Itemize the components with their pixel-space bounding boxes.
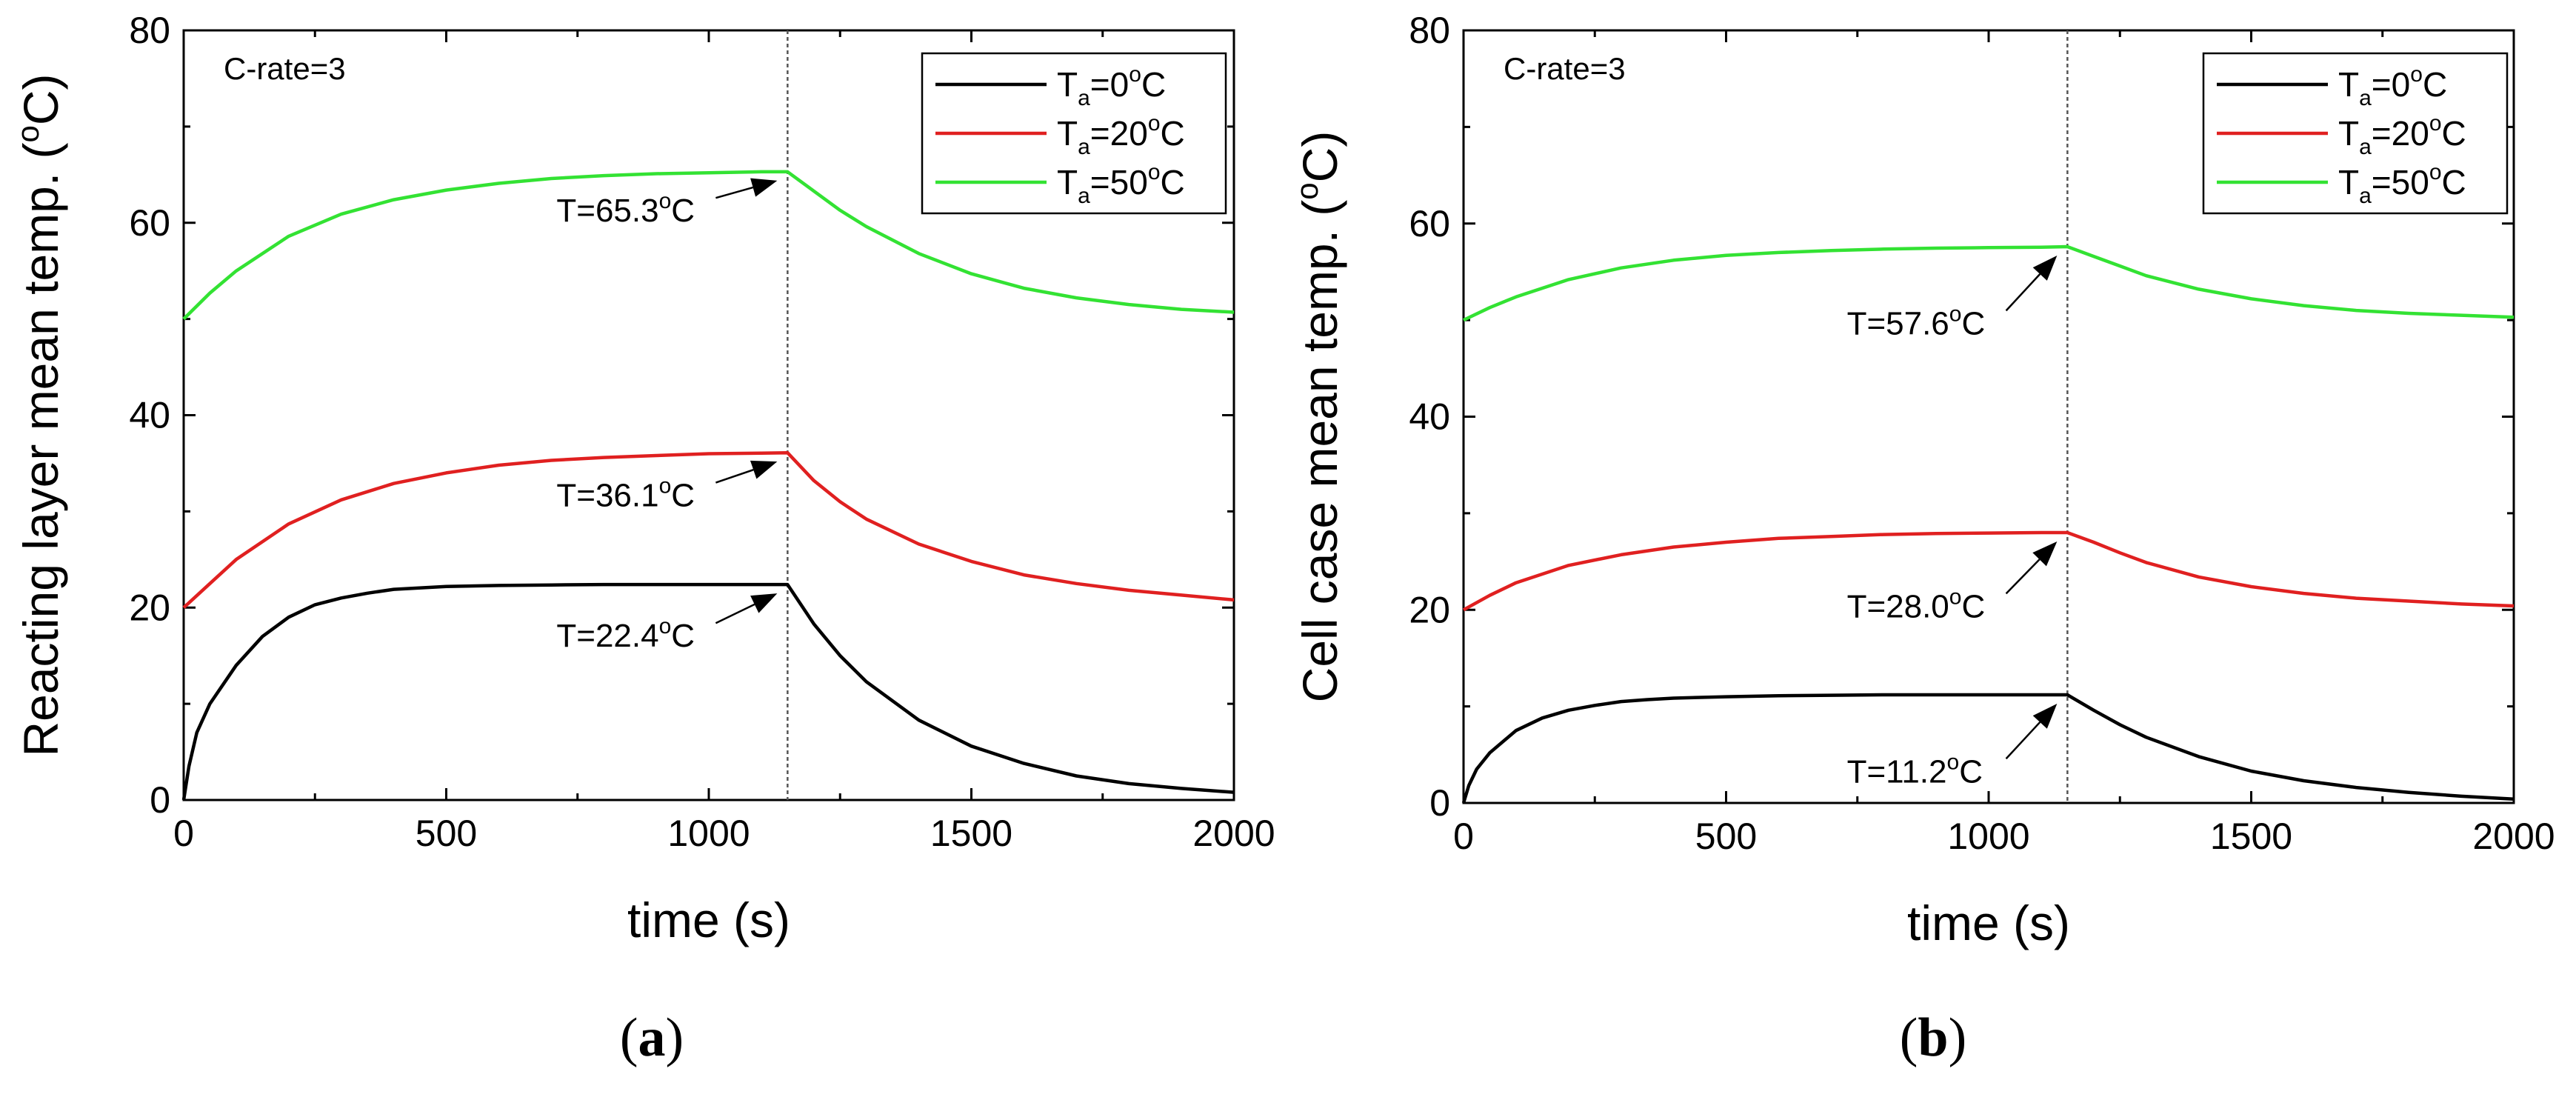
peak-annotation: T=28.0oC <box>1847 584 1986 624</box>
x-tick-label: 1500 <box>930 813 1012 854</box>
annotation-arrow-head <box>2032 256 2058 281</box>
peak-annotation: T=36.1oC <box>556 474 695 514</box>
peak-annotation: T=22.4oC <box>556 614 695 654</box>
y-tick-label: 0 <box>150 779 170 821</box>
peak-annotation: T=65.3oC <box>556 189 695 229</box>
peak-annotation: T=57.6oC <box>1847 301 1986 341</box>
series-line-2 <box>182 170 1235 321</box>
y-tick-label: 0 <box>1429 782 1450 824</box>
c-rate-annotation: C-rate=3 <box>1504 51 1626 86</box>
x-axis-title: time (s) <box>1907 896 2070 950</box>
series-line-1 <box>1462 530 2515 612</box>
annotation-arrow-shaft <box>2005 273 2041 312</box>
x-tick-label: 1000 <box>667 813 750 854</box>
x-tick-label: 0 <box>173 813 194 854</box>
panel-label: (a) <box>620 1007 684 1068</box>
x-axis-title: time (s) <box>627 893 790 947</box>
annotation-arrow-shaft <box>2005 721 2041 760</box>
x-tick-label: 0 <box>1453 816 1474 857</box>
chart-panel-a: 0 500 1000 1500 2000 0 20 40 60 80 T=65.3oC T=36.1o… <box>10 10 1275 1068</box>
legend-label: Ta=20oC <box>2338 111 2466 159</box>
series-line-0 <box>181 582 1235 801</box>
annotation-arrow-shaft <box>2005 559 2041 595</box>
annotation-arrow-head <box>750 593 778 613</box>
annotation-arrow-shaft <box>715 186 753 199</box>
chart-panel-b: 0 500 1000 1500 2000 0 20 40 60 80 T=57.6oC T=28.0o… <box>1289 10 2555 1068</box>
legend-label: Ta=20oC <box>1057 111 1185 159</box>
x-tick-label: 2000 <box>1192 813 1275 854</box>
y-tick-label: 60 <box>129 202 170 244</box>
annotation-arrow-head <box>2032 541 2058 567</box>
y-tick-label: 60 <box>1409 203 1450 244</box>
annotation-arrow-shaft <box>715 468 754 484</box>
x-tick-label: 1000 <box>1947 816 2029 857</box>
y-tick-label: 20 <box>1409 589 1450 630</box>
x-tick-label: 500 <box>416 813 477 854</box>
legend-label: Ta=50oC <box>2338 160 2466 208</box>
y-axis-title: Cell case mean temp. (oC) <box>1289 131 1347 703</box>
y-tick-label: 20 <box>129 587 170 628</box>
x-tick-label: 2000 <box>2472 816 2555 857</box>
legend-label: Ta=50oC <box>1057 160 1185 208</box>
y-tick-label: 80 <box>129 10 170 51</box>
annotation-arrow-head <box>750 460 778 479</box>
peak-annotation: T=11.2oC <box>1847 750 1983 790</box>
panel-label: (b) <box>1900 1007 1966 1068</box>
y-tick-label: 80 <box>1409 10 1450 51</box>
y-tick-label: 40 <box>129 395 170 436</box>
x-tick-label: 500 <box>1695 816 1757 857</box>
series-line-2 <box>1463 244 2515 322</box>
series-line-1 <box>182 450 1235 609</box>
annotation-arrow-shaft <box>715 603 755 624</box>
annotation-arrow-head <box>750 178 778 197</box>
legend-label: Ta=0oC <box>2338 62 2447 110</box>
x-tick-label: 1500 <box>2210 816 2292 857</box>
annotation-arrow-head <box>2032 703 2058 729</box>
c-rate-annotation: C-rate=3 <box>224 51 346 86</box>
series-line-0 <box>1461 693 2515 804</box>
legend-label: Ta=0oC <box>1057 62 1166 110</box>
y-tick-label: 40 <box>1409 396 1450 438</box>
y-axis-title: Reacting layer mean temp. (oC) <box>10 73 68 756</box>
